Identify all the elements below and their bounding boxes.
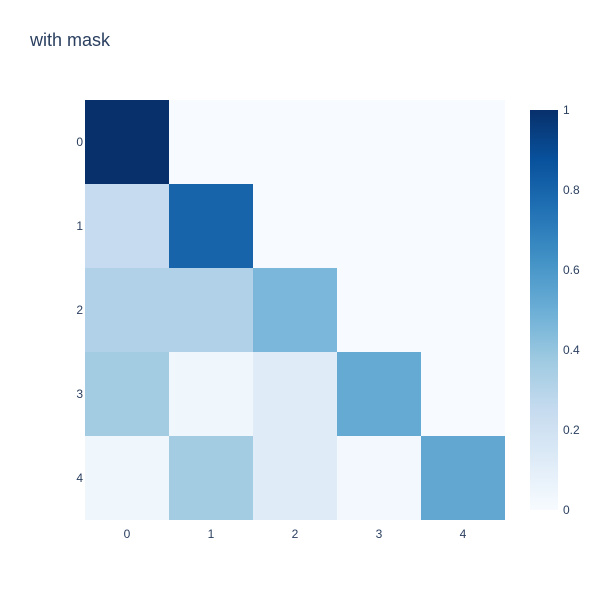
heatmap-cells — [85, 100, 505, 520]
heatmap-cell — [169, 268, 253, 352]
colorbar-tick-label: 0.8 — [563, 183, 580, 197]
masked-cell — [253, 100, 337, 184]
masked-cell — [337, 100, 421, 184]
y-tick-label: 2 — [76, 303, 83, 317]
masked-cell — [253, 184, 337, 268]
heatmap-cell — [337, 436, 421, 520]
heatmap-cell — [85, 184, 169, 268]
masked-cell — [337, 268, 421, 352]
heatmap-cell — [85, 268, 169, 352]
masked-cell — [421, 100, 505, 184]
chart-title: with mask — [30, 30, 111, 50]
x-tick-label: 2 — [292, 527, 299, 541]
x-tick-label: 4 — [460, 527, 467, 541]
x-tick-label: 1 — [208, 527, 215, 541]
x-tick-label: 3 — [376, 527, 383, 541]
masked-cell — [421, 268, 505, 352]
colorbar-gradient — [530, 110, 558, 510]
heatmap-cell — [85, 100, 169, 184]
colorbar-tick-label: 0.4 — [563, 343, 580, 357]
colorbar-tick-label: 0.6 — [563, 263, 580, 277]
heatmap-cell — [253, 436, 337, 520]
y-tick-label: 4 — [76, 471, 83, 485]
heatmap-cell — [85, 436, 169, 520]
colorbar-tick-label: 0 — [563, 503, 570, 517]
masked-cell — [337, 184, 421, 268]
masked-cell — [421, 352, 505, 436]
heatmap-cell — [421, 436, 505, 520]
heatmap-cell — [337, 352, 421, 436]
x-axis-ticks: 0 1 2 3 4 — [124, 527, 467, 541]
y-tick-label: 1 — [76, 219, 83, 233]
masked-cell — [169, 100, 253, 184]
y-tick-label: 0 — [76, 135, 83, 149]
colorbar-tick-label: 0.2 — [563, 423, 580, 437]
colorbar-tick-label: 1 — [563, 103, 570, 117]
heatmap-cell — [169, 352, 253, 436]
x-tick-label: 0 — [124, 527, 131, 541]
colorbar: 0 0.2 0.4 0.6 0.8 1 — [530, 103, 580, 517]
heatmap-cell — [253, 352, 337, 436]
heatmap-cell — [85, 352, 169, 436]
y-axis-ticks: 0 1 2 3 4 — [76, 135, 83, 485]
heatmap-cell — [169, 436, 253, 520]
heatmap-cell — [253, 268, 337, 352]
y-tick-label: 3 — [76, 387, 83, 401]
heatmap-cell — [169, 184, 253, 268]
masked-cell — [421, 184, 505, 268]
